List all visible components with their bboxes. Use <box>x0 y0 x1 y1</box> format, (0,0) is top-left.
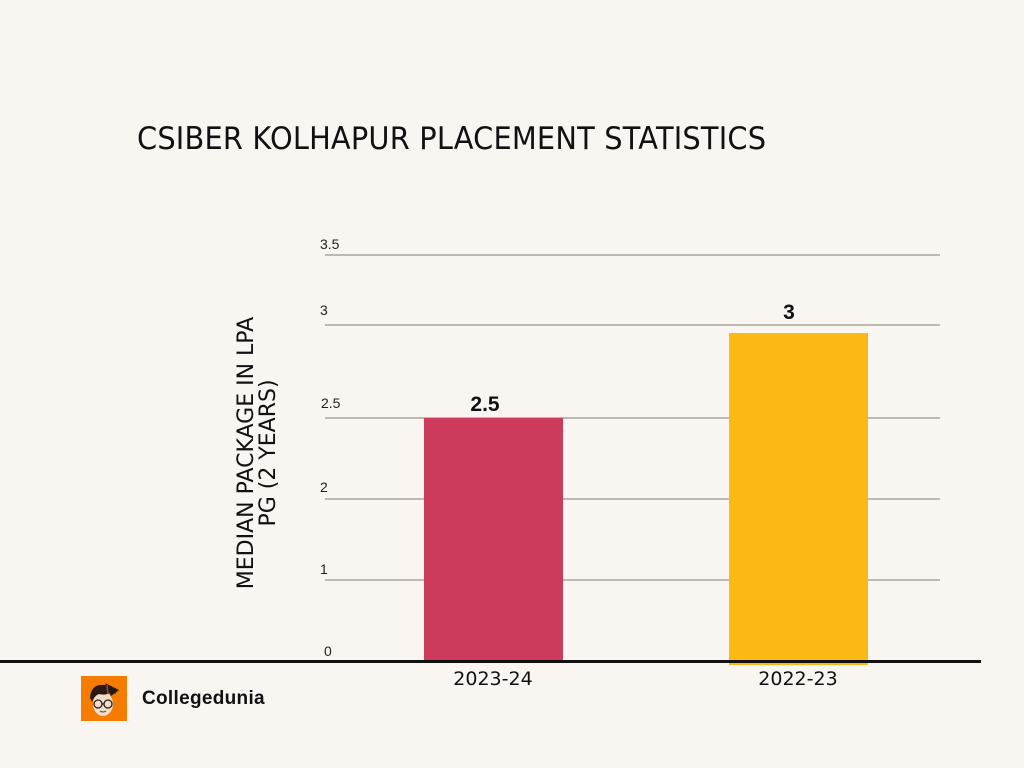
bar-2023-24 <box>424 418 563 660</box>
y-axis-label-line2: PG (2 YEARS) <box>256 379 281 527</box>
y-tick-3: 3 <box>320 302 328 318</box>
y-axis-label-line1: MEDIAN PACKAGE IN LPA <box>234 316 259 590</box>
y-tick-2.5: 2.5 <box>321 395 341 411</box>
chart-title: CSIBER KOLHAPUR PLACEMENT STATISTICS <box>137 121 767 157</box>
gridline-2 <box>325 498 940 500</box>
y-tick-2: 2 <box>320 479 328 495</box>
bar-value-label-2022-23: 3 <box>783 301 795 324</box>
y-tick-3.5: 3.5 <box>320 236 340 252</box>
gridline-3.5 <box>325 254 940 256</box>
brand-name: Collegedunia <box>142 688 265 709</box>
collegedunia-mascot-icon <box>81 676 127 721</box>
y-tick-1: 1 <box>320 561 328 577</box>
y-tick-0: 0 <box>324 643 332 659</box>
x-tick-2023-24: 2023-24 <box>453 668 533 690</box>
y-axis-label: MEDIAN PACKAGE IN LPA PG (2 YEARS) <box>234 316 281 590</box>
gridline-3 <box>325 324 940 326</box>
gridline-1 <box>325 579 940 581</box>
gridline-2.5 <box>325 417 940 419</box>
x-axis-line <box>0 660 981 663</box>
x-tick-2022-23: 2022-23 <box>758 668 838 690</box>
bar-value-label-2023-24: 2.5 <box>470 393 500 416</box>
bar-2022-23 <box>729 333 868 665</box>
